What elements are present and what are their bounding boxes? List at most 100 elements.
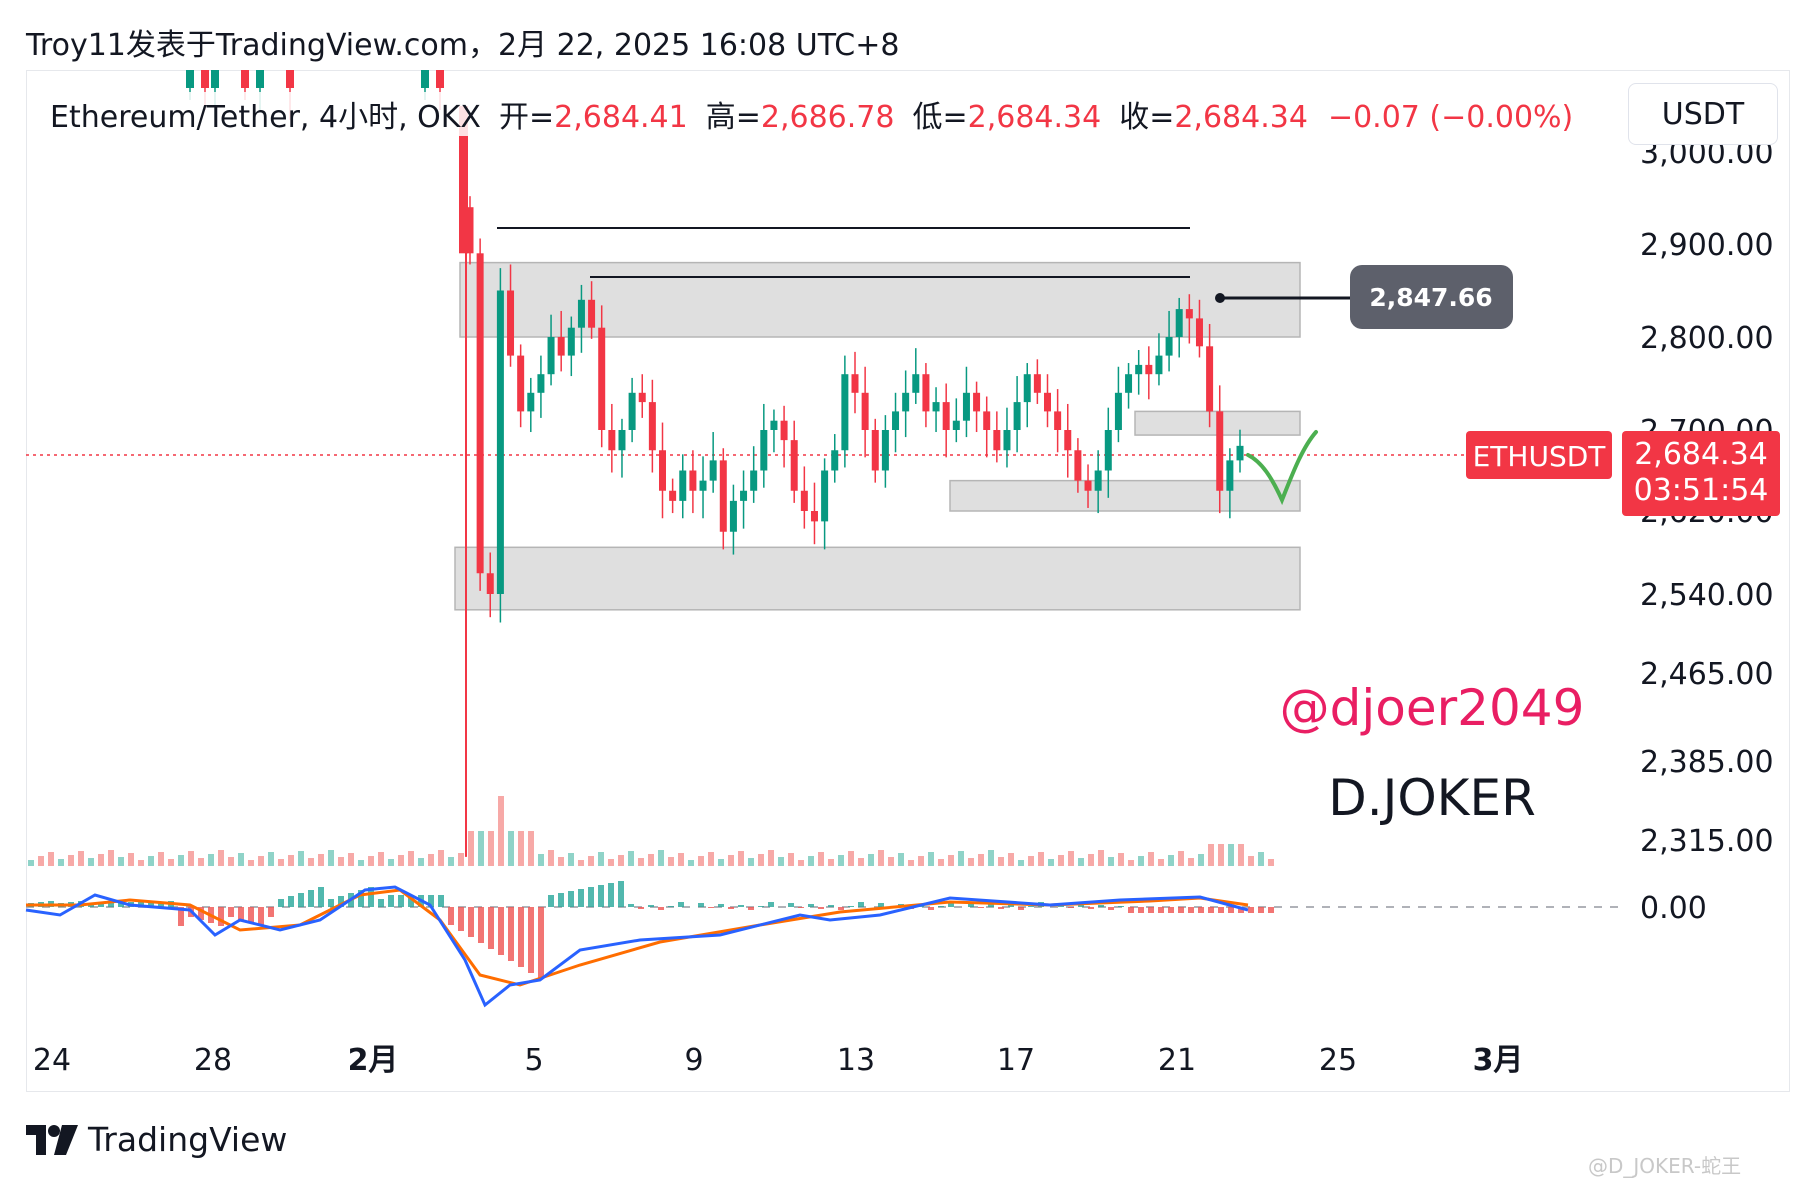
time-tick-label: 2月 bbox=[348, 1043, 399, 1078]
volume-histogram bbox=[28, 796, 1274, 866]
macd-histogram-bar bbox=[1158, 907, 1164, 913]
volume-bar bbox=[668, 857, 674, 866]
volume-bar bbox=[358, 860, 364, 866]
candle-body bbox=[810, 511, 818, 522]
macd-histogram-bar bbox=[718, 904, 724, 907]
time-tick-label: 17 bbox=[997, 1043, 1035, 1078]
volume-bar bbox=[128, 853, 134, 866]
open-value: 2,684.41 bbox=[554, 100, 688, 135]
check-mark-drawing bbox=[1246, 430, 1318, 506]
volume-bar bbox=[728, 855, 734, 866]
candle-body bbox=[507, 290, 515, 356]
time-tick-label: 5 bbox=[524, 1043, 543, 1078]
volume-bar bbox=[338, 857, 344, 866]
countdown: 03:51:54 bbox=[1634, 473, 1769, 508]
macd-histogram-bar bbox=[758, 906, 764, 907]
macd-histogram-bar bbox=[228, 907, 234, 917]
time-tick-label: 25 bbox=[1319, 1043, 1357, 1078]
chart-frame[interactable] bbox=[26, 70, 1790, 1092]
candle-body bbox=[527, 392, 535, 412]
volume-bar bbox=[498, 796, 504, 866]
volume-bar bbox=[698, 856, 704, 866]
volume-bar bbox=[98, 854, 104, 866]
macd-histogram-bar bbox=[638, 907, 644, 909]
candle-body bbox=[648, 402, 656, 451]
volume-bar bbox=[38, 856, 44, 866]
volume-bar bbox=[428, 854, 434, 866]
volume-bar bbox=[518, 831, 524, 866]
candle-body bbox=[892, 411, 900, 430]
candlestick-series bbox=[186, 70, 1244, 857]
volume-bar bbox=[218, 850, 224, 866]
volume-bar bbox=[708, 852, 714, 866]
open-label: 开= bbox=[499, 100, 555, 135]
volume-bar bbox=[158, 852, 164, 866]
volume-bar bbox=[958, 851, 964, 866]
macd-histogram-bar bbox=[428, 895, 434, 907]
macd-histogram-bar bbox=[388, 895, 394, 907]
candle-body bbox=[186, 70, 194, 88]
high-label: 高= bbox=[705, 100, 761, 135]
price-tag-box bbox=[1622, 431, 1780, 516]
volume-bar bbox=[648, 854, 654, 866]
volume-bar bbox=[208, 854, 214, 866]
volume-bar bbox=[1248, 856, 1254, 866]
macd-histogram-bar bbox=[618, 881, 624, 907]
macd-histogram-bar bbox=[358, 890, 364, 907]
volume-bar bbox=[838, 855, 844, 866]
macd-line bbox=[25, 885, 1249, 1008]
volume-bar bbox=[818, 852, 824, 866]
volume-bar bbox=[1008, 853, 1014, 866]
candle-body bbox=[1104, 430, 1112, 471]
macd-histogram-bar bbox=[968, 903, 974, 907]
volume-bar bbox=[1228, 844, 1234, 866]
candle-body bbox=[1074, 450, 1082, 481]
volume-bar bbox=[388, 859, 394, 866]
currency-unit-button[interactable]: USDT bbox=[1628, 83, 1778, 145]
volume-bar bbox=[108, 850, 114, 866]
publish-info: Troy11发表于TradingView.com，2月 22, 2025 16:… bbox=[26, 28, 900, 63]
volume-bar bbox=[438, 850, 444, 866]
tradingview-logo[interactable]: TradingView bbox=[26, 1120, 287, 1159]
macd-histogram-bar bbox=[1198, 907, 1204, 913]
candle-body bbox=[517, 355, 525, 412]
volume-bar bbox=[928, 852, 934, 866]
macd-histogram-bar bbox=[648, 905, 654, 907]
symbol-tag-box bbox=[1466, 431, 1612, 479]
macd-histogram-bar bbox=[1258, 907, 1264, 913]
macd-histogram-bar bbox=[588, 887, 594, 907]
volume-bar bbox=[718, 859, 724, 866]
volume-bar bbox=[148, 856, 154, 866]
macd-histogram-bar bbox=[538, 907, 544, 979]
candle-body bbox=[1135, 364, 1143, 375]
macd-histogram-bar bbox=[138, 901, 144, 907]
source-watermark: @D_JOKER-蛇王 bbox=[1588, 1154, 1742, 1178]
volume-bar bbox=[798, 860, 804, 866]
macd-histogram-bar bbox=[108, 901, 114, 907]
volume-bar bbox=[1088, 854, 1094, 866]
volume-bar bbox=[748, 858, 754, 866]
candle-body bbox=[1114, 392, 1122, 430]
macd-histogram-bar bbox=[928, 907, 934, 910]
volume-bar bbox=[738, 851, 744, 866]
candle-body bbox=[679, 470, 687, 501]
macd-histogram-bar bbox=[398, 895, 404, 907]
volume-bar bbox=[88, 858, 94, 866]
macd-histogram-bar bbox=[728, 907, 734, 909]
ohlc-legend: Ethereum/Tether, 4小时, OKX 开=2,684.41 高=2,6… bbox=[46, 92, 1578, 136]
volume-bar bbox=[998, 857, 1004, 866]
macd-histogram-bar bbox=[268, 907, 274, 917]
macd-histogram-bar bbox=[788, 903, 794, 907]
macd-histogram-bar bbox=[848, 906, 854, 907]
candle-body bbox=[638, 392, 646, 403]
macd-histogram-bar bbox=[838, 907, 844, 910]
candle-body bbox=[669, 490, 677, 501]
volume-bar bbox=[398, 855, 404, 866]
volume-bar bbox=[588, 856, 594, 866]
low-value: 2,684.34 bbox=[967, 100, 1102, 135]
macd-indicator bbox=[25, 881, 1274, 1008]
candle-body bbox=[719, 460, 727, 532]
candle-body bbox=[841, 374, 849, 451]
candle-body bbox=[421, 70, 429, 88]
